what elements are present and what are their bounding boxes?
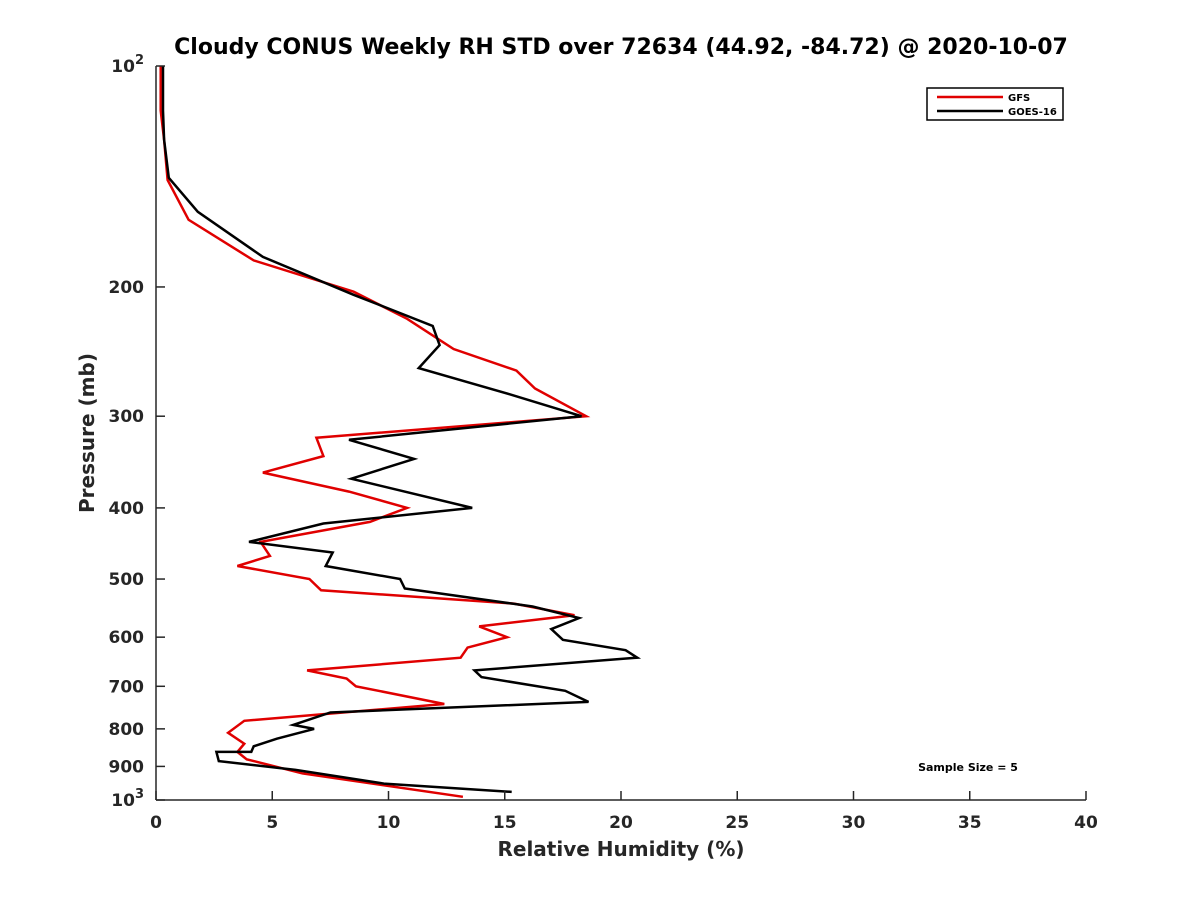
x-tick-label: 25 [725, 813, 749, 833]
series-line-goes-16 [161, 66, 642, 794]
y-axis-label: Pressure (mb) [75, 353, 99, 513]
x-tick-label: 40 [1074, 813, 1098, 833]
tick-label-layer: 0 5 10 15 20 25 30 35 40 102 200 300 400 500 600 700 800… [109, 53, 1098, 833]
legend: GFS GOES-16 [926, 87, 1064, 121]
y-tick-label: 400 [109, 499, 145, 519]
axes-layer [155, 65, 1087, 801]
y-tick-label: 900 [109, 757, 145, 777]
y-tick-label: 103 [111, 787, 144, 811]
series-layer [159, 66, 642, 799]
plot-area: 0 5 10 15 20 25 30 35 40 102 200 300 400 500 600 700 800… [109, 53, 1098, 833]
y-tick-label: 300 [109, 407, 145, 427]
legend-label-goes16: GOES-16 [1008, 107, 1057, 118]
x-tick-label: 5 [266, 813, 278, 833]
x-tick-label: 15 [493, 813, 517, 833]
legend-label-gfs: GFS [1008, 93, 1030, 104]
legend-box [926, 87, 1064, 121]
x-tick-label: 30 [842, 813, 866, 833]
y-tick-label: 600 [109, 628, 145, 648]
y-tick-label: 102 [111, 53, 144, 77]
y-tick-label: 200 [109, 278, 145, 298]
x-tick-label: 10 [377, 813, 401, 833]
y-tick-label: 800 [109, 720, 145, 740]
x-axis-label: Relative Humidity (%) [497, 837, 744, 861]
x-tick-label: 20 [609, 813, 633, 833]
y-tick-label: 700 [109, 677, 145, 697]
sample-size-annotation: Sample Size = 5 [918, 761, 1018, 774]
x-tick-label: 0 [150, 813, 162, 833]
x-tick-label: 35 [958, 813, 982, 833]
chart-title: Cloudy CONUS Weekly RH STD over 72634 (4… [174, 35, 1068, 60]
y-tick-label: 500 [109, 570, 145, 590]
